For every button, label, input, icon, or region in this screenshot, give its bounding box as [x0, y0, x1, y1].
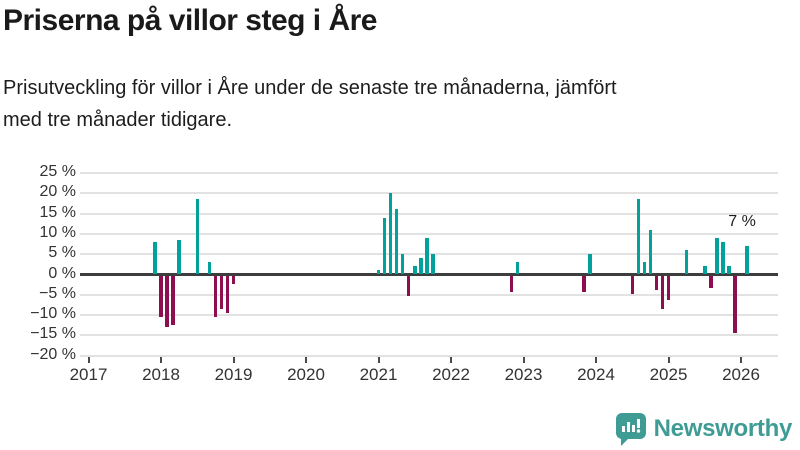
- bar: [153, 241, 157, 275]
- bar: [213, 276, 218, 317]
- y-axis-label: 25 %: [39, 162, 76, 180]
- bar: [582, 276, 586, 293]
- gridline: [80, 192, 778, 195]
- x-axis-label: 2018: [142, 365, 180, 384]
- bar: [425, 237, 429, 275]
- bar: [515, 262, 520, 275]
- x-axis-label: 2021: [359, 365, 398, 384]
- y-axis-label: 15 %: [39, 203, 76, 221]
- page-subtitle-line1: Prisutveckling för villor i Åre under de…: [3, 77, 617, 99]
- gridline: [80, 171, 778, 174]
- y-axis-label: 5 %: [48, 244, 76, 262]
- bar: [388, 193, 393, 275]
- x-axis-tick: [232, 357, 235, 363]
- bar: [733, 276, 737, 333]
- x-axis-tick: [595, 357, 597, 363]
- brand-name: Newsworthy: [653, 415, 793, 442]
- bar: [165, 276, 169, 327]
- bar: [630, 276, 634, 295]
- bar: [413, 266, 417, 275]
- bar: [721, 241, 725, 275]
- bar: [419, 258, 423, 275]
- bar: [636, 199, 641, 275]
- bar: [703, 266, 707, 275]
- bar: [225, 276, 230, 313]
- x-axis-tick: [160, 357, 162, 363]
- bar: [431, 254, 435, 275]
- gridline: [80, 293, 778, 296]
- bar: [219, 276, 224, 309]
- last-value-annotation: 7 %: [728, 213, 756, 231]
- page-subtitle-line2: med tre månader tidigare.: [3, 109, 233, 131]
- y-axis-label: −10 %: [30, 305, 76, 323]
- bar: [715, 237, 719, 275]
- bar: [177, 239, 181, 275]
- bar: [406, 276, 411, 297]
- y-axis-label: 20 %: [39, 183, 76, 201]
- bar: [709, 276, 713, 289]
- page-subtitle: Prisutveckling för villor i Åre under de…: [3, 72, 773, 136]
- bar: [376, 270, 381, 275]
- x-axis-label: 2019: [214, 365, 253, 384]
- y-axis-label: −15 %: [30, 325, 76, 343]
- bar: [195, 199, 199, 275]
- gridline: [80, 212, 778, 215]
- y-axis-label: −20 %: [30, 345, 76, 363]
- y-axis-label: −5 %: [39, 284, 76, 302]
- bar: [231, 276, 236, 285]
- y-axis-label: 0 %: [48, 264, 76, 282]
- bar: [588, 254, 592, 275]
- x-axis-tick: [740, 357, 742, 363]
- bar: [382, 217, 387, 275]
- x-axis-tick: [87, 357, 90, 363]
- page-title: Priserna på villor steg i Åre: [3, 4, 378, 37]
- x-axis-label: 2026: [722, 365, 760, 384]
- bar: [171, 276, 175, 325]
- x-axis-tick: [450, 357, 452, 363]
- x-axis-tick: [522, 357, 525, 363]
- bar: [159, 276, 163, 317]
- gridline: [80, 232, 778, 235]
- x-axis-label: 2017: [69, 365, 108, 384]
- bar: [666, 276, 671, 301]
- bar: [660, 276, 665, 309]
- newsworthy-logo-icon: [615, 412, 646, 446]
- x-axis-label: 2025: [649, 365, 688, 384]
- bar: [727, 266, 731, 275]
- gridline: [80, 354, 778, 357]
- x-axis-label: 2024: [577, 365, 615, 384]
- bar: [648, 229, 653, 275]
- bar: [394, 209, 399, 275]
- zero-baseline: [80, 273, 778, 276]
- bar: [400, 254, 405, 275]
- x-axis-label: 2022: [432, 365, 470, 384]
- bar: [745, 246, 749, 275]
- x-axis-tick: [377, 357, 380, 363]
- x-axis-label: 2023: [504, 365, 543, 384]
- gridline: [80, 334, 778, 337]
- bar: [509, 276, 514, 293]
- gridline: [80, 314, 778, 317]
- brand-footer: Newsworthy: [615, 412, 793, 446]
- bar: [207, 262, 212, 275]
- bar: [684, 250, 689, 275]
- x-axis-label: 2020: [287, 365, 325, 384]
- x-axis-tick: [667, 357, 670, 363]
- x-axis-tick: [305, 357, 307, 363]
- y-axis-label: 10 %: [39, 223, 76, 241]
- bar: [642, 262, 647, 275]
- gridline: [80, 253, 778, 256]
- bar: [654, 276, 659, 291]
